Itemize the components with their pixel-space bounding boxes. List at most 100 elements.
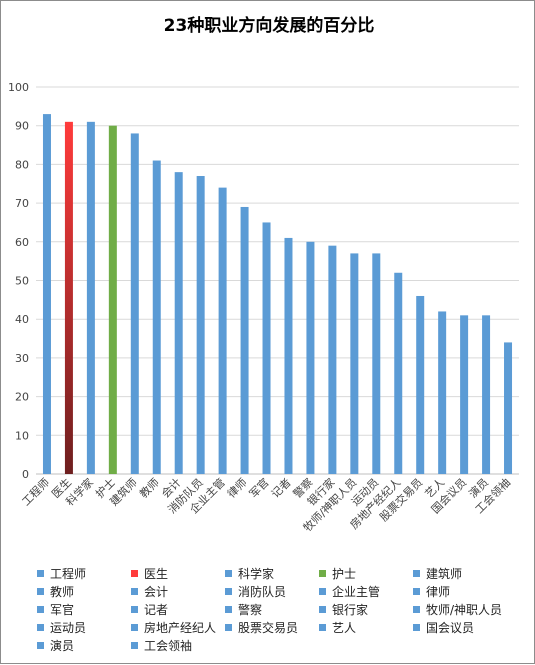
legend-swatch (131, 642, 138, 649)
bar (42, 114, 51, 474)
y-tick-label: 60 (15, 236, 29, 249)
legend-item: 国会议员 (413, 619, 507, 636)
legend-item: 企业主管 (319, 583, 413, 600)
legend-item: 工会领袖 (131, 637, 225, 654)
legend-item: 护士 (319, 565, 413, 582)
bar (240, 206, 249, 474)
legend-label: 股票交易员 (238, 621, 299, 635)
legend-label: 军官 (50, 603, 75, 617)
legend-item: 房地产经纪人 (131, 619, 225, 636)
bar (460, 315, 469, 474)
legend-swatch (131, 606, 138, 613)
legend-swatch (131, 588, 138, 595)
chart-title: 23种职业方向发展的百分比 (164, 15, 375, 36)
bars (42, 114, 513, 474)
bar (196, 176, 205, 474)
legend-swatch (225, 570, 232, 577)
legend-label: 护士 (332, 567, 357, 581)
legend-item: 消防队员 (225, 583, 319, 600)
legend-swatch (37, 588, 44, 595)
y-tick-label: 20 (15, 391, 29, 404)
x-axis-ticks: 工程师医生科学家护士建筑师教师会计消防队员企业主管律师军官记者警察银行家牧师/神… (20, 475, 514, 534)
legend-item: 艺人 (319, 619, 413, 636)
legend-item: 工程师 (37, 565, 131, 582)
legend-label: 国会议员 (426, 621, 475, 635)
gridlines (36, 86, 519, 475)
bar (350, 253, 359, 474)
x-tick-label: 记者 (269, 476, 294, 501)
legend-label: 银行家 (332, 603, 369, 617)
legend-swatch (131, 624, 138, 631)
legend-swatch (319, 606, 326, 613)
legend-item: 牧师/神职人员 (413, 601, 507, 618)
legend-item: 警察 (225, 601, 319, 618)
legend-label: 教师 (50, 585, 75, 599)
legend-swatch (37, 642, 44, 649)
legend-swatch (319, 570, 326, 577)
bar (438, 311, 447, 474)
legend-label: 消防队员 (238, 585, 287, 599)
bar (416, 295, 425, 474)
bar (130, 133, 139, 474)
y-axis-ticks: 0 10 20 30 40 50 60 70 80 90 100 (8, 81, 29, 481)
legend-label: 牧师/神职人员 (426, 603, 503, 617)
y-tick-label: 0 (22, 468, 29, 481)
legend-swatch (413, 570, 420, 577)
bar (394, 272, 403, 474)
legend: 工程师 医生 科学家 护士 建筑师教师 会计 消防队员 企业主管 律师军官 记者 警察 银行家 牧师/神… (37, 565, 527, 654)
y-tick-label: 10 (15, 429, 29, 442)
legend-label: 企业主管 (332, 585, 381, 599)
y-tick-label: 100 (8, 81, 29, 94)
y-tick-label: 90 (15, 120, 29, 133)
x-tick-label: 律师 (225, 476, 250, 501)
y-tick-label: 40 (15, 313, 29, 326)
legend-item: 科学家 (225, 565, 319, 582)
legend-swatch (225, 588, 232, 595)
bar (64, 121, 73, 474)
legend-label: 房地产经纪人 (144, 621, 217, 635)
bar (218, 187, 227, 474)
legend-label: 记者 (144, 603, 169, 617)
x-tick-label: 军官 (246, 475, 271, 500)
bar (482, 315, 491, 474)
legend-label: 医生 (144, 567, 169, 581)
bar (152, 160, 161, 474)
legend-swatch (131, 570, 138, 577)
legend-label: 演员 (50, 639, 75, 653)
legend-swatch (319, 624, 326, 631)
x-tick-label: 教师 (137, 476, 162, 501)
bar (306, 241, 315, 474)
legend-swatch (37, 624, 44, 631)
legend-label: 会计 (144, 585, 169, 599)
legend-item: 银行家 (319, 601, 413, 618)
legend-swatch (319, 588, 326, 595)
legend-label: 律师 (426, 585, 451, 599)
bar (108, 125, 117, 474)
legend-item: 教师 (37, 583, 131, 600)
y-tick-label: 30 (15, 352, 29, 365)
legend-label: 工程师 (50, 567, 87, 581)
legend-item: 演员 (37, 637, 131, 654)
y-tick-label: 70 (15, 197, 29, 210)
legend-label: 警察 (238, 603, 263, 617)
legend-swatch (413, 588, 420, 595)
legend-label: 建筑师 (426, 567, 463, 581)
bar (328, 245, 337, 474)
legend-swatch (37, 570, 44, 577)
bar (262, 222, 271, 474)
bar (284, 237, 293, 474)
y-tick-label: 50 (15, 275, 29, 288)
legend-item: 军官 (37, 601, 131, 618)
legend-item: 建筑师 (413, 565, 507, 582)
legend-swatch (413, 606, 420, 613)
legend-item: 医生 (131, 565, 225, 582)
bar (86, 121, 95, 474)
legend-item: 记者 (131, 601, 225, 618)
y-tick-label: 80 (15, 158, 29, 171)
legend-item: 会计 (131, 583, 225, 600)
legend-swatch (225, 624, 232, 631)
legend-label: 运动员 (50, 621, 87, 635)
legend-item: 律师 (413, 583, 507, 600)
legend-swatch (37, 606, 44, 613)
